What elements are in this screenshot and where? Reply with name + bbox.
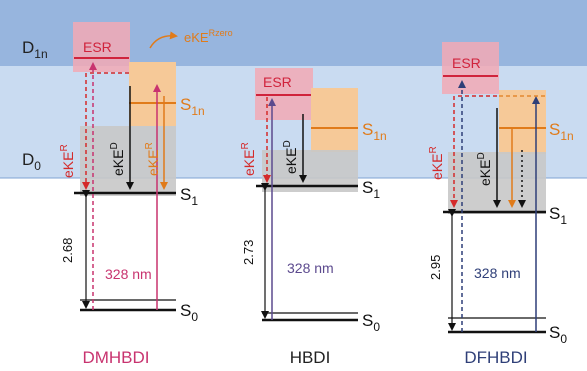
panel-dmhbdi: ESR S1n S1 S0 328 nm 2.68 eKER eKED eKER… (59, 22, 233, 367)
s1-label: S1 (180, 185, 198, 208)
eke-r-label: eKER (240, 142, 257, 176)
s1n-box (129, 62, 176, 126)
s1n-label: S1n (180, 95, 205, 118)
s0-label: S0 (549, 323, 567, 346)
esr-label: ESR (83, 39, 112, 55)
s1n-label: S1n (549, 120, 574, 143)
wavelength-label: 328 nm (474, 265, 521, 281)
panel-hbdi: ESR S1n S1 S0 328 nm 2.73 eKER eKED HBDI (240, 68, 387, 367)
d0-label: D0 (22, 150, 41, 173)
gap-value: 2.73 (241, 240, 256, 265)
eke-r-s1n-label: eKER (144, 142, 161, 176)
rzero-label: eKERzero (184, 28, 233, 45)
s1n-box (311, 88, 358, 152)
gap-value: 2.95 (428, 255, 443, 280)
rzero-curve-arrow (149, 31, 178, 49)
esr-box (442, 42, 499, 94)
eke-d-label: eKED (476, 152, 493, 186)
esr-label: ESR (263, 74, 292, 90)
eke-d-label: eKED (109, 142, 126, 176)
eke-d-label: eKED (282, 140, 299, 174)
molecule-name: DFHBDI (464, 348, 527, 367)
molecule-name: DMHBDI (82, 348, 149, 367)
d1n-label: D1n (22, 38, 48, 61)
molecule-name: HBDI (290, 348, 331, 367)
eke-r-label: eKER (59, 144, 76, 178)
s1-label: S1 (362, 178, 380, 201)
wavelength-label: 328 nm (105, 266, 152, 282)
s1n-label: S1n (362, 120, 387, 143)
esr-box (73, 22, 130, 72)
s1-box (80, 126, 176, 196)
gap-value: 2.68 (60, 238, 75, 263)
eke-r-label: eKER (428, 146, 445, 180)
wavelength-label: 328 nm (287, 260, 334, 276)
s0-label: S0 (180, 301, 198, 324)
esr-label: ESR (452, 55, 481, 71)
s1n-box (499, 90, 546, 154)
panel-dfhbdi: ESR S1n S1 S0 328 nm 2.95 eKER eKED DFHB… (428, 42, 574, 367)
s1-label: S1 (549, 204, 567, 227)
s0-label: S0 (362, 311, 380, 334)
